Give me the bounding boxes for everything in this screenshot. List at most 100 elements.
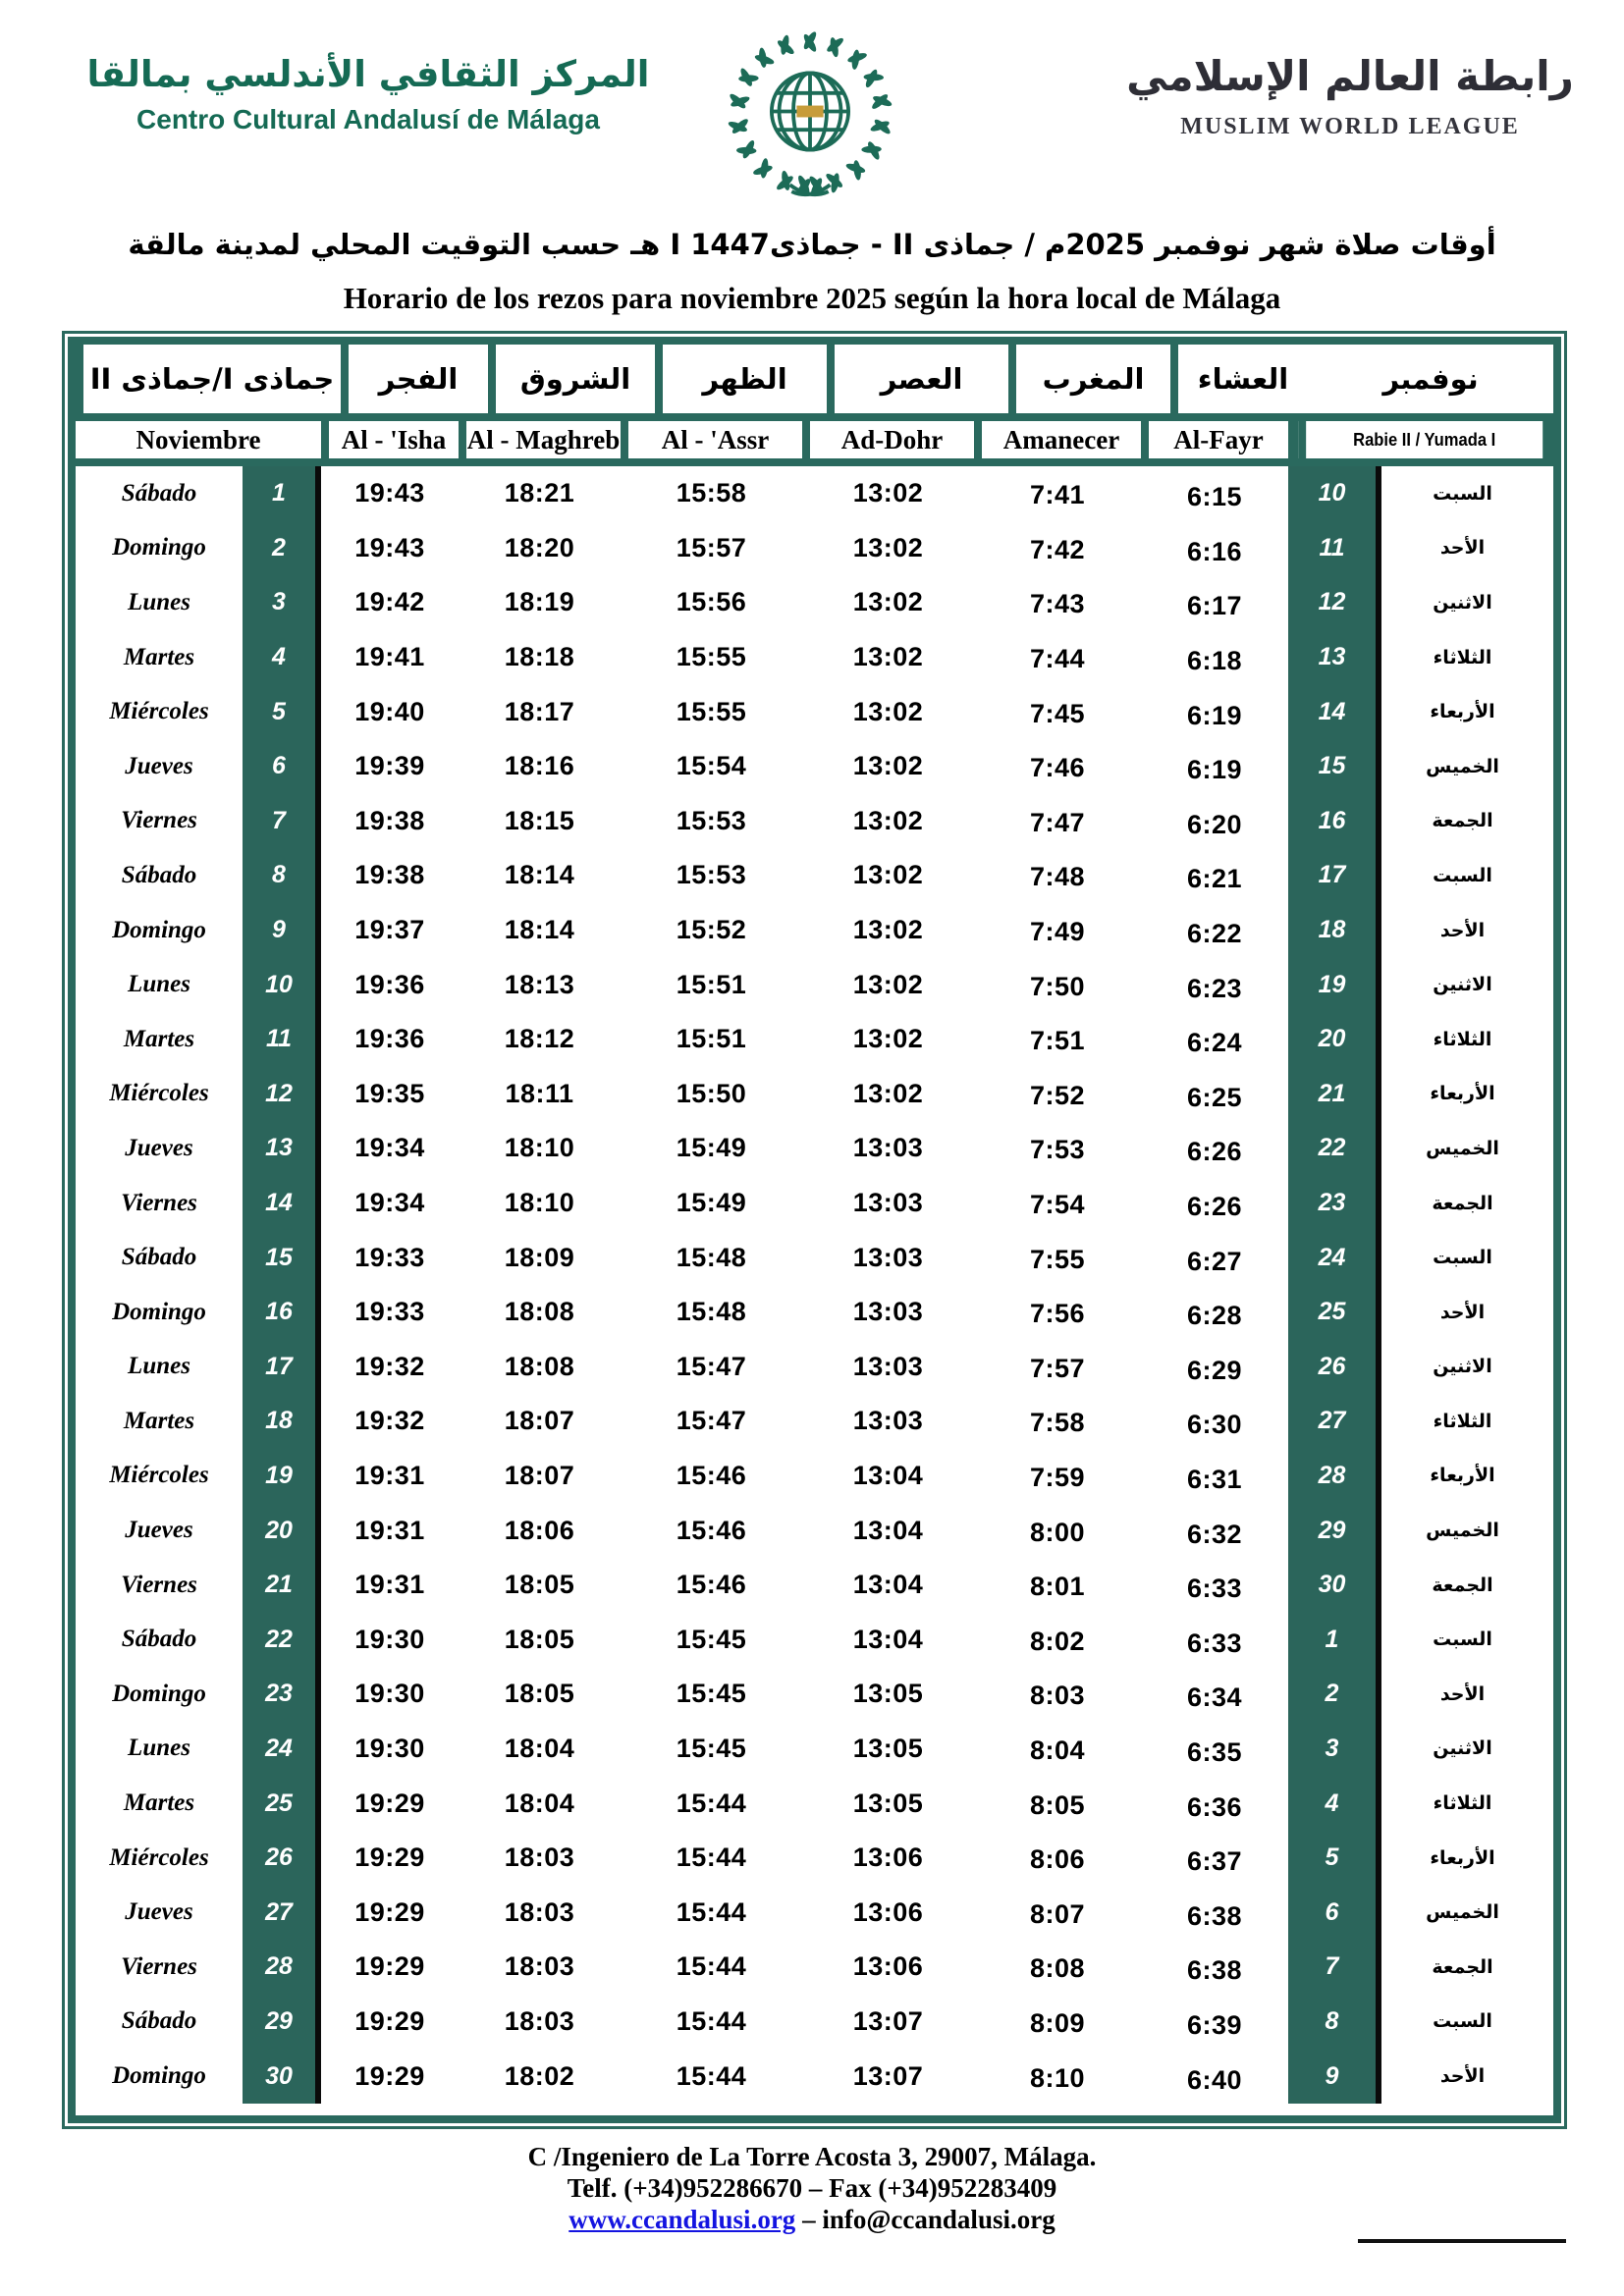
- footer-address: C /Ingeniero de La Torre Acosta 3, 29007…: [527, 2142, 1097, 2171]
- hijri-date: 18: [1288, 902, 1381, 958]
- weekday-spanish: Viernes: [121, 1571, 197, 1598]
- weekday-spanish: Lunes: [128, 1735, 190, 1762]
- mwl-name-english: MUSLIM WORLD LEAGUE: [1180, 114, 1520, 139]
- dohr-time: 13:03: [852, 1242, 924, 1272]
- isha-time: 19:41: [354, 642, 425, 672]
- fajr-time: 6:26: [1186, 1137, 1243, 1167]
- maghreb-time: 18:10: [504, 1188, 575, 1218]
- website-link[interactable]: www.ccandalusi.org: [568, 2205, 796, 2234]
- gregorian-date: 29: [243, 1994, 321, 2050]
- mwl-block: رابطة العالم الإسلامي MUSLIM WORLD LEAGU…: [1119, 47, 1581, 140]
- isha-time: 19:31: [354, 1570, 425, 1600]
- maghreb-time: 18:21: [504, 478, 575, 508]
- weekday-spanish: Sábado: [121, 479, 197, 507]
- assr-time: 15:46: [676, 1460, 747, 1490]
- assr-time: 15:44: [676, 1842, 747, 1873]
- fajr-time: 6:19: [1186, 755, 1243, 785]
- assr-time: 15:44: [676, 2060, 747, 2091]
- dohr-time: 13:03: [852, 1188, 924, 1218]
- hijri-date: 22: [1288, 1121, 1381, 1176]
- sunrise-time: 7:55: [1029, 1244, 1086, 1274]
- weekday-spanish: Jueves: [125, 1134, 193, 1161]
- assr-time: 15:53: [676, 805, 747, 835]
- assr-time: 15:55: [676, 642, 747, 672]
- table-header: نوفمبر العشاء المغرب العصر الظهر الشروق …: [76, 345, 1553, 466]
- weekday-arabic: الخميس: [1426, 1137, 1499, 1159]
- fajr-time: 6:22: [1186, 919, 1243, 949]
- isha-time: 19:30: [354, 1624, 425, 1654]
- org-name-spanish: Centro Cultural Andalusí de Málaga: [136, 104, 600, 134]
- assr-time: 15:58: [676, 478, 747, 508]
- weekday-arabic: الأحد: [1439, 1682, 1486, 1705]
- gregorian-date: 11: [243, 1011, 321, 1067]
- weekday-spanish: Domingo: [112, 534, 206, 561]
- hijri-date: 28: [1288, 1448, 1381, 1504]
- weekday-spanish: Domingo: [112, 2062, 206, 2090]
- dohr-time: 13:04: [852, 1570, 924, 1600]
- sunrise-time: 7:48: [1029, 862, 1086, 892]
- isha-time: 19:29: [354, 1788, 425, 1818]
- fajr-time: 6:36: [1186, 1791, 1243, 1822]
- table-body: Sábado 1 19:43 18:21 15:58 13:02 7:41 6:…: [76, 466, 1553, 2104]
- weekday-arabic: الأحد: [1439, 919, 1486, 941]
- assr-time: 15:48: [676, 1242, 747, 1272]
- dohr-time: 13:05: [852, 1733, 924, 1763]
- sunrise-time: 7:50: [1029, 971, 1086, 1001]
- weekday-arabic: الأحد: [1439, 1301, 1486, 1323]
- assr-time: 15:50: [676, 1078, 747, 1108]
- fajr-time: 6:34: [1186, 1682, 1243, 1713]
- dohr-time: 13:02: [852, 751, 924, 781]
- isha-time: 19:36: [354, 969, 425, 999]
- sunrise-time: 7:41: [1029, 480, 1086, 510]
- sunrise-time: 8:02: [1029, 1626, 1086, 1656]
- weekday-spanish: Martes: [123, 1789, 195, 1817]
- maghreb-time: 18:02: [504, 2060, 575, 2091]
- assr-time: 15:44: [676, 1896, 747, 1927]
- gregorian-date: 6: [243, 738, 321, 794]
- weekday-spanish: Martes: [123, 643, 195, 670]
- maghreb-time: 18:05: [504, 1570, 575, 1600]
- isha-time: 19:30: [354, 1679, 425, 1709]
- assr-time: 15:44: [676, 1788, 747, 1818]
- fajr-time: 6:23: [1186, 973, 1243, 1003]
- fajr-time: 6:40: [1186, 2064, 1243, 2095]
- assr-time: 15:47: [676, 1406, 747, 1436]
- fajr-time: 6:27: [1186, 1246, 1243, 1276]
- hijri-date: 5: [1288, 1830, 1381, 1886]
- isha-time: 19:32: [354, 1406, 425, 1436]
- maghreb-time: 18:11: [505, 1078, 574, 1108]
- weekday-spanish: Domingo: [112, 1680, 206, 1707]
- isha-time: 19:42: [354, 587, 425, 617]
- kaaba-gold-bar-icon: [796, 105, 824, 118]
- weekday-spanish: Miércoles: [109, 1080, 209, 1107]
- fajr-time: 6:16: [1186, 536, 1243, 566]
- col-maghreb-ar: المغرب: [1008, 345, 1170, 413]
- dohr-time: 13:05: [852, 1788, 924, 1818]
- isha-time: 19:29: [354, 2060, 425, 2091]
- weekday-arabic: الأحد: [1439, 537, 1486, 560]
- gregorian-date: 21: [243, 1557, 321, 1613]
- sunrise-time: 7:43: [1029, 589, 1086, 619]
- page-title-arabic: أوقات صلاة شهر نوفمبر 2025م / جماذى II -…: [128, 228, 1496, 261]
- hijri-date: 30: [1288, 1557, 1381, 1613]
- maghreb-time: 18:18: [504, 642, 575, 672]
- hijri-date: 23: [1288, 1175, 1381, 1231]
- assr-time: 15:57: [676, 532, 747, 562]
- maghreb-time: 18:16: [504, 751, 575, 781]
- gregorian-date: 17: [243, 1339, 321, 1395]
- weekday-spanish: Jueves: [125, 1517, 193, 1544]
- col-maghreb: Al - Maghreb: [459, 421, 621, 458]
- weekday-arabic: الخميس: [1426, 755, 1499, 777]
- weekday-arabic: الأربعاء: [1430, 1846, 1495, 1869]
- gregorian-date: 12: [243, 1066, 321, 1122]
- dohr-time: 13:04: [852, 1515, 924, 1545]
- weekday-spanish: Sábado: [121, 1626, 197, 1653]
- gregorian-date: 9: [243, 902, 321, 958]
- gregorian-date: 7: [243, 793, 321, 849]
- gregorian-date: 13: [243, 1121, 321, 1176]
- sunrise-time: 7:46: [1029, 753, 1086, 783]
- hijri-date: 10: [1288, 466, 1381, 521]
- sunrise-time: 8:03: [1029, 1681, 1086, 1711]
- dohr-time: 13:02: [852, 587, 924, 617]
- isha-time: 19:33: [354, 1297, 425, 1327]
